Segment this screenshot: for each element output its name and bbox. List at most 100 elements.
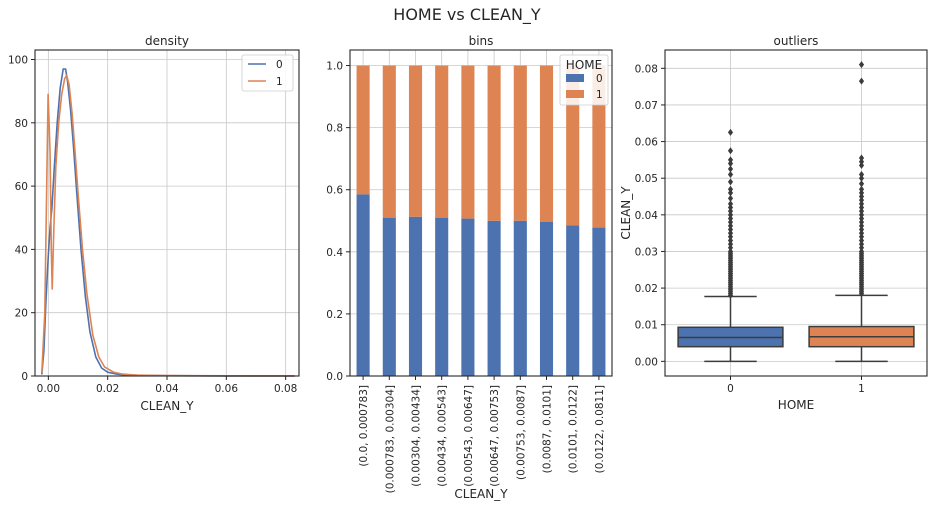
outliers-box-1-outlier-point	[858, 196, 865, 204]
bins-x-tick-label: (0.0, 0.000783]	[358, 385, 370, 467]
outliers-box-1-outlier-point	[858, 174, 865, 182]
density-x-tick-label: 0.08	[274, 383, 297, 395]
outliers-box-1-outlier-point	[858, 204, 865, 212]
outliers-box-0-outlier-point	[727, 185, 734, 193]
outliers-y-tick-label: 0.07	[635, 100, 658, 112]
outliers-box-0-outlier-point	[727, 218, 734, 226]
outliers-box-0-outlier-point	[727, 178, 734, 186]
density-x-tick-label: 0.02	[96, 383, 119, 395]
outliers-box-1-outlier-point	[858, 247, 865, 255]
density-title: density	[145, 34, 189, 48]
bins-bar-0	[566, 225, 580, 376]
bins-bar-0	[539, 222, 554, 376]
outliers-title: outliers	[774, 34, 819, 48]
bins-bar-0	[513, 220, 527, 376]
bins-bar-0	[487, 220, 501, 376]
bins-x-tick-label: (0.00647, 0.00753]	[489, 385, 501, 487]
outliers-box-0-outlier-point	[727, 222, 734, 230]
outliers-box-0-outlier-point	[727, 207, 734, 215]
bins-x-tick-label: (0.0087, 0.0101]	[542, 385, 554, 473]
bins-bar-1	[356, 65, 370, 195]
density-series-1-line	[41, 74, 295, 377]
outliers-box-0-outlier-point	[727, 211, 734, 219]
outliers-box-1-outlier-point	[858, 61, 865, 69]
bins-bar-0	[382, 217, 396, 376]
density-y-tick-label: 0	[21, 371, 28, 383]
bins-legend-swatch-0	[566, 74, 584, 82]
outliers-box-1-outlier-point	[858, 218, 865, 226]
outliers-box-1-outlier-point	[858, 240, 865, 248]
outliers-box-1-outlier-point	[858, 229, 865, 237]
bins-y-tick-label: 0.4	[326, 247, 343, 259]
bins-bar-0	[592, 227, 606, 376]
density-y-tick-label: 80	[15, 118, 28, 130]
density-xlabel: CLEAN_Y	[140, 399, 194, 413]
outliers-box-1-outlier-point	[858, 222, 865, 230]
outliers-box-0-outlier-point	[727, 200, 734, 208]
density-y-tick-label: 60	[15, 181, 28, 193]
bins-bar-0	[435, 217, 449, 376]
density-x-tick-label: 0.04	[155, 383, 179, 395]
outliers-box-0-outlier-point	[727, 214, 734, 222]
outliers-box-1-outlier-point	[858, 154, 865, 162]
bins-legend-label-0: 0	[596, 73, 603, 85]
outliers-y-tick-label: 0.03	[635, 246, 658, 258]
outliers-box-1-outlier-point	[858, 185, 865, 193]
outliers-box-0-outlier-point	[727, 240, 734, 248]
outliers-x-tick-label: 1	[858, 383, 865, 395]
bins-x-tick-label: (0.00753, 0.0087]	[515, 385, 527, 480]
outliers-box-0-outlier-point	[727, 156, 734, 164]
density-x-tick-label: 0.00	[37, 383, 60, 395]
outliers-box-0-outlier-point	[727, 233, 734, 241]
outliers-box-0-outlier-point	[727, 204, 734, 212]
bins-y-tick-label: 0.0	[326, 371, 343, 383]
outliers-box-1-outlier-point	[858, 233, 865, 241]
outliers-box-0-outlier-point	[727, 244, 734, 252]
bins-x-tick-label: (0.0122, 0.0811]	[594, 385, 606, 473]
outliers-box-1-outlier-point	[858, 214, 865, 222]
bins-bar-1	[382, 65, 396, 218]
density-legend-label-1: 1	[276, 76, 283, 88]
outliers-box-0-outlier-point	[727, 247, 734, 255]
density-y-tick-label: 20	[15, 308, 28, 320]
bins-y-tick-label: 0.8	[326, 123, 343, 135]
bins-panel: bins 0.0 0.2 0.4 0.6 0.8 1.0 (0.0, 0.000783] (0…	[326, 34, 613, 501]
outliers-box-1-outlier-point	[858, 189, 865, 197]
outliers-y-tick-label: 0.02	[635, 283, 658, 295]
outliers-box-0-outlier-point	[727, 236, 734, 244]
bins-x-tick-label: (0.0101, 0.0122]	[568, 385, 580, 473]
outliers-ylabel: CLEAN_Y	[619, 186, 633, 240]
outliers-box-1-outlier-point	[858, 225, 865, 233]
outliers-box-1-outlier-point	[858, 211, 865, 219]
bins-bar-1	[566, 65, 580, 226]
bins-bar-1	[592, 65, 606, 228]
bins-xlabel: CLEAN_Y	[454, 487, 508, 501]
outliers-box-1-outlier-point	[858, 180, 865, 188]
outliers-box-1-outlier-point	[858, 207, 865, 215]
bins-bar-0	[461, 218, 475, 376]
outliers-y-tick-label: 0.08	[635, 63, 658, 75]
density-x-tick-label: 0.06	[215, 383, 239, 395]
outliers-x-tick-label: 0	[727, 383, 734, 395]
outliers-box-1-outlier-point	[858, 77, 865, 85]
bins-legend-title: HOME	[566, 58, 602, 72]
bins-bar-0	[356, 194, 370, 376]
bins-legend-swatch-1	[566, 90, 584, 98]
bins-y-tick-label: 0.2	[326, 309, 343, 321]
bins-bar-1	[435, 65, 449, 218]
outliers-panel: outliers 0.00 0.01 0.02 0.03 0.04 0.05 0.06 0.0…	[619, 34, 928, 412]
bins-x-tick-label: (0.00543, 0.00647]	[463, 385, 475, 487]
bins-plot-frame	[349, 49, 613, 377]
outliers-y-tick-label: 0.05	[635, 173, 658, 185]
bins-y-tick-label: 0.6	[326, 185, 343, 197]
outliers-y-tick-label: 0.04	[635, 210, 659, 222]
outliers-box-0-outlier-point	[727, 171, 734, 179]
outliers-box-0-outlier-point	[727, 147, 734, 155]
outliers-box-0-outlier-point	[727, 165, 734, 173]
bins-bar-1	[513, 65, 527, 221]
density-panel: density 0.00 0.02 0.04 0.06 0.08020406080100…	[8, 34, 300, 413]
bins-x-tick-label: (0.000783, 0.00304]	[384, 385, 396, 493]
outliers-box-0-outlier-point	[727, 160, 734, 168]
bins-title: bins	[469, 34, 494, 48]
